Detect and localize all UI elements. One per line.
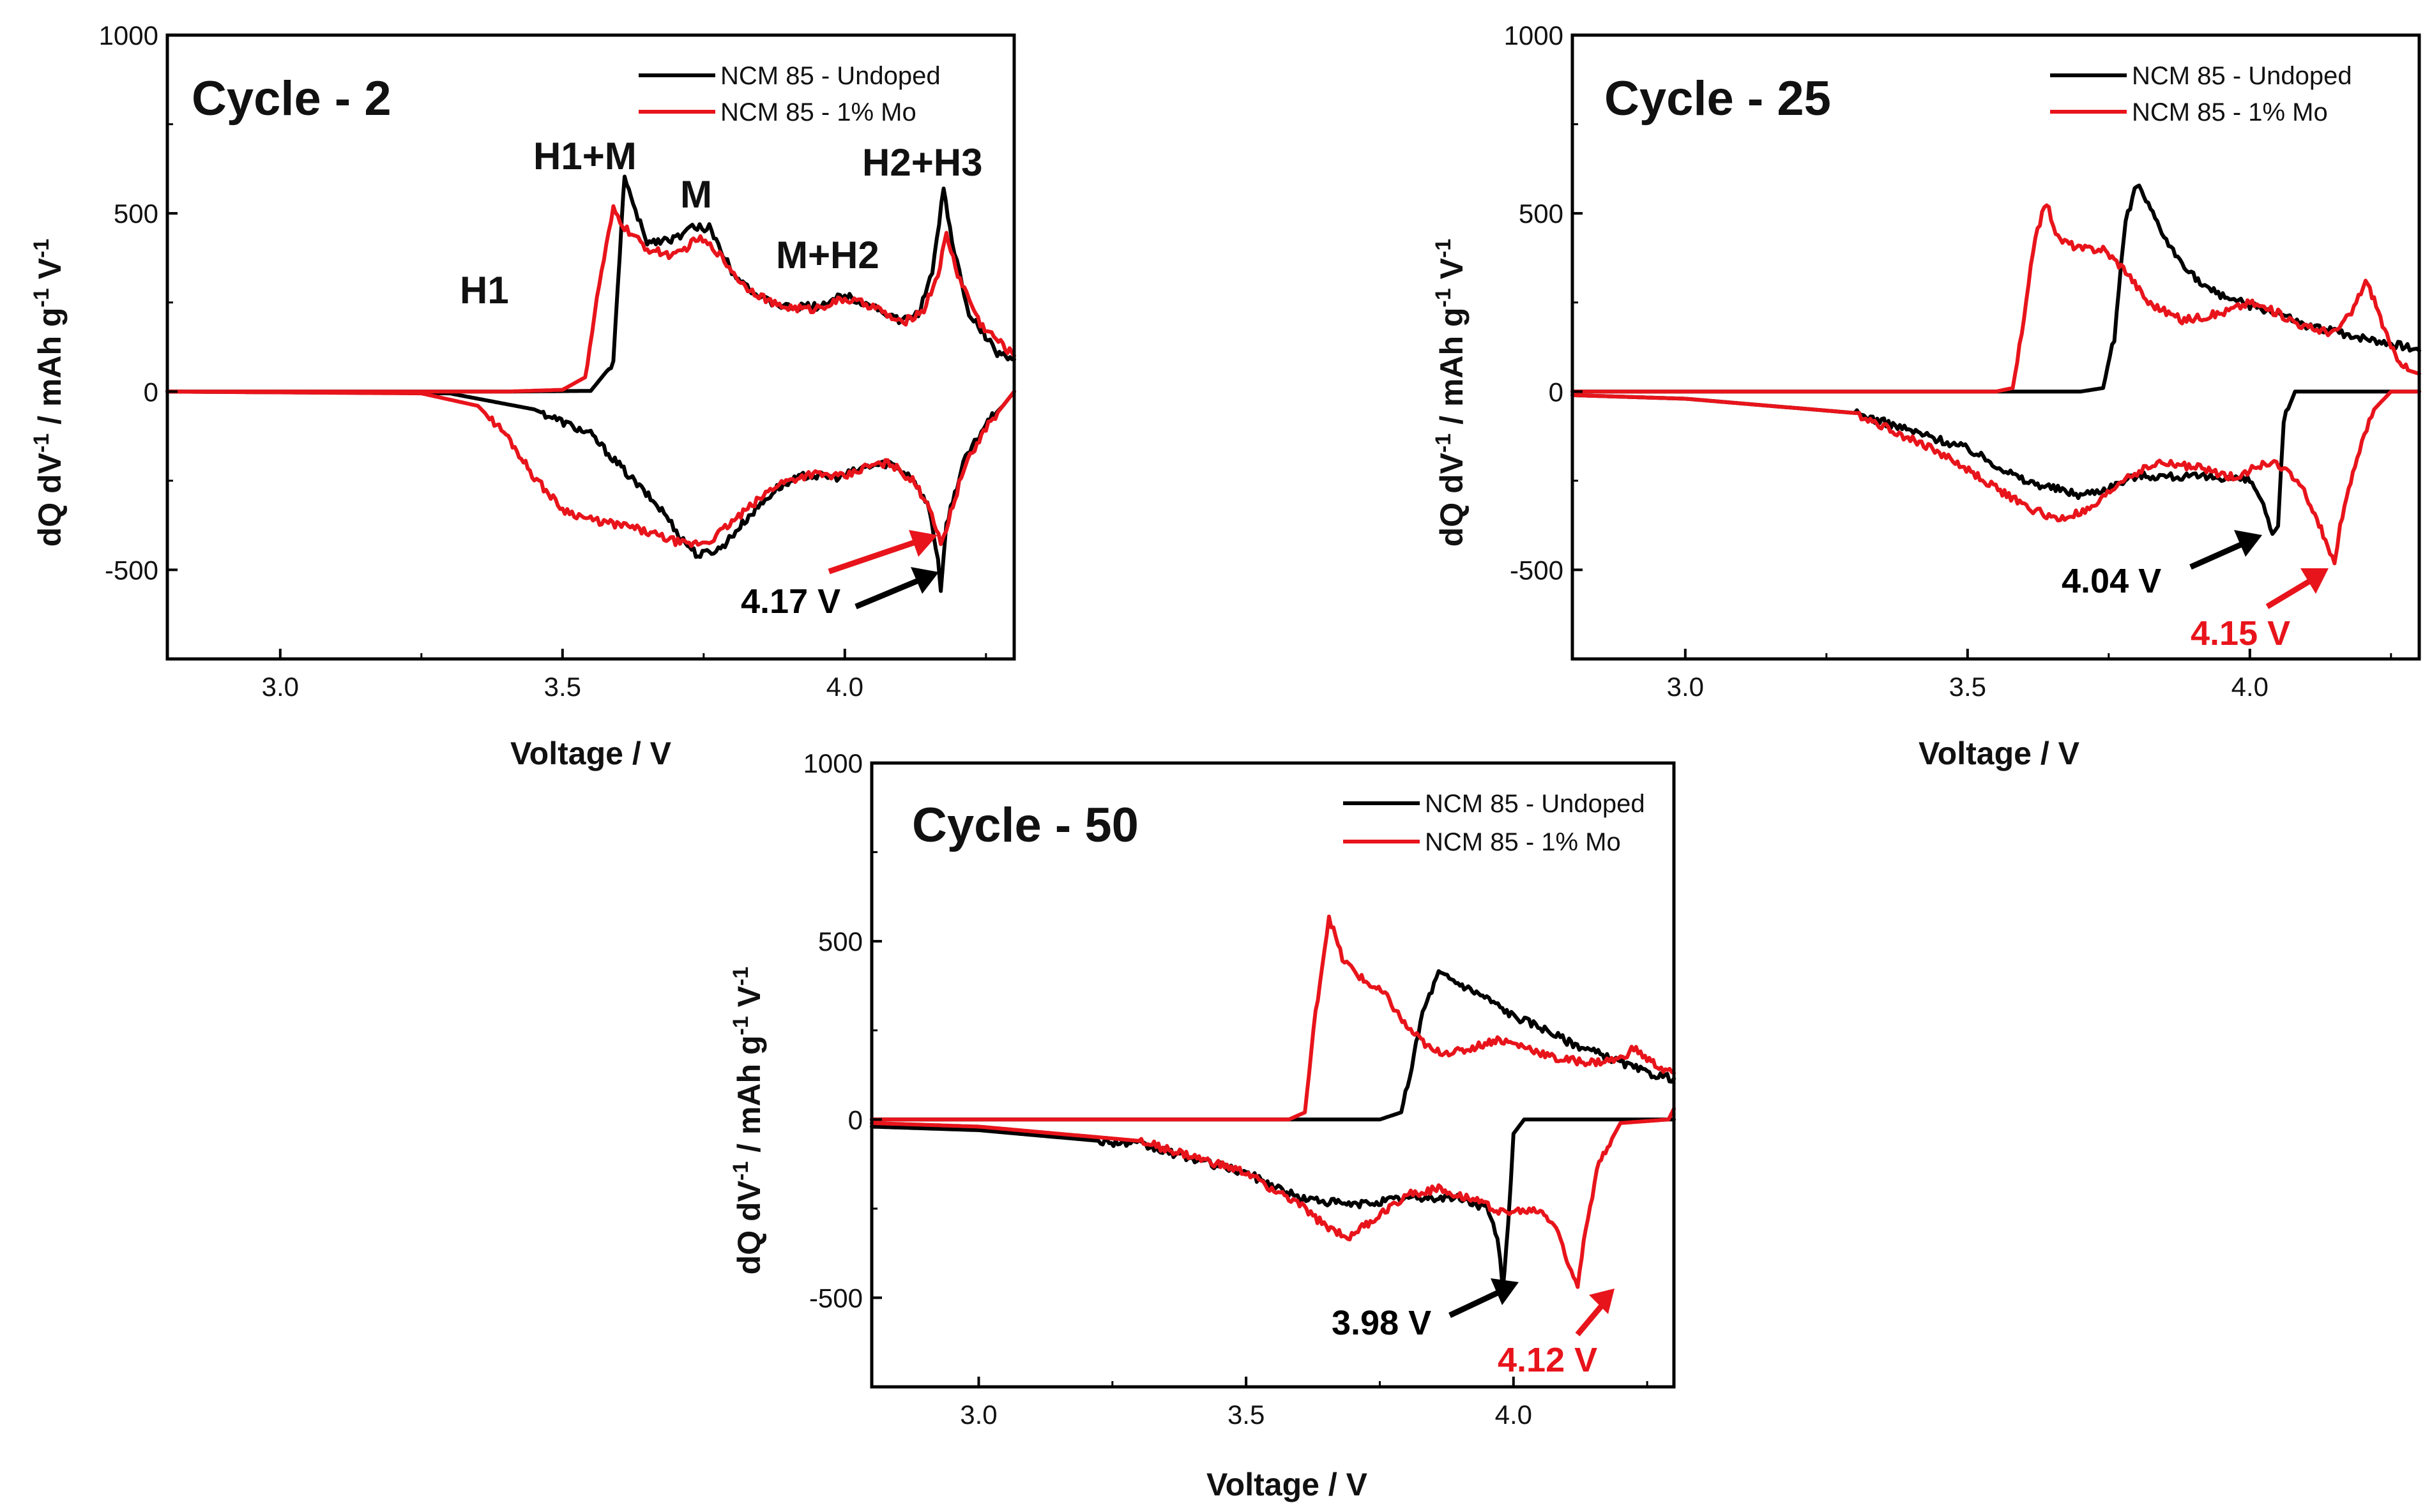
y-tick-label: -500 xyxy=(809,1283,863,1313)
legend-entry-doped: NCM 85 - 1% Mo xyxy=(1425,828,1621,856)
x-tick-label: 4.0 xyxy=(1495,1400,1532,1430)
series-line-doped-discharge xyxy=(1570,389,2421,566)
annotation-arrow-undoped xyxy=(2189,538,2249,570)
annotation-doped: 4.12 V xyxy=(1498,1289,1615,1379)
chart-panel-cycle-50: 3.0 3.5 4.0 -500 0 500 1000 Cycle - 50 NCM 85 … xyxy=(729,748,1676,1502)
y-tick-label: 500 xyxy=(114,199,158,229)
y-tick-label: 1000 xyxy=(1504,20,1563,50)
annotation-arrow-undoped xyxy=(1448,1287,1505,1319)
y-tick-label: 0 xyxy=(848,1105,863,1135)
annotation-arrow-doped xyxy=(828,536,924,575)
annotation-doped: 4.15 V xyxy=(2191,568,2329,653)
x-tick-label: 3.0 xyxy=(262,672,299,702)
annotation-arrow-doped xyxy=(2265,575,2317,609)
y-tick-label: 1000 xyxy=(803,748,863,778)
annotation-arrow-undoped xyxy=(855,575,926,610)
legend-entry-undoped: NCM 85 - Undoped xyxy=(720,62,941,90)
x-axis-title: Voltage / V xyxy=(510,736,672,771)
x-axis-title: Voltage / V xyxy=(1206,1467,1368,1502)
y-tick-label: -500 xyxy=(1510,555,1563,585)
y-axis-title: dQ dV-1 / mAh g-1 V-1 xyxy=(729,967,767,1274)
annotation-label-undoped: 4.17 V xyxy=(741,582,840,621)
annotation-doped xyxy=(828,530,938,575)
chart-panel-cycle-2: 3.0 3.5 4.0 -500 0 500 1000 Cycle - 2 NCM 85 -… xyxy=(29,20,1016,771)
x-axis-title: Voltage / V xyxy=(1919,736,2080,771)
annotation-arrow-doped xyxy=(1575,1301,1607,1336)
panel-title: Cycle - 2 xyxy=(192,72,391,126)
y-tick-label: 0 xyxy=(1549,377,1563,407)
panel-title: Cycle - 50 xyxy=(912,798,1139,852)
plot-frame xyxy=(165,33,1016,661)
legend: NCM 85 - Undoped NCM 85 - 1% Mo xyxy=(1343,790,1645,856)
chart-panel-cycle-25: 3.0 3.5 4.0 -500 0 500 1000 Cycle - 25 NCM 85 … xyxy=(1431,20,2421,771)
legend-entry-undoped: NCM 85 - Undoped xyxy=(2132,62,2352,90)
annotation-label-undoped: 3.98 V xyxy=(1332,1304,1431,1342)
y-tick-label: 0 xyxy=(144,377,158,407)
y-tick-label: 500 xyxy=(818,926,863,956)
y-tick-label: 1000 xyxy=(99,20,158,50)
panel-title: Cycle - 25 xyxy=(1604,72,1831,126)
phase-label-h1: H1 xyxy=(460,269,509,312)
series-line-doped-charge xyxy=(870,914,1676,1122)
y-axis-title: dQ dV-1 / mAh g-1 V-1 xyxy=(29,239,68,547)
x-tick-label: 4.0 xyxy=(2231,672,2269,702)
annotation-label-doped: 4.15 V xyxy=(2191,614,2290,653)
annotation-undoped: 4.17 V xyxy=(741,567,939,621)
series-line-doped-charge xyxy=(1570,203,2421,394)
x-tick-label: 3.5 xyxy=(544,672,581,702)
annotation-undoped: 4.04 V xyxy=(2062,530,2262,600)
x-tick-label: 4.0 xyxy=(826,672,863,702)
x-tick-label: 3.5 xyxy=(1949,672,1986,702)
y-tick-label: 500 xyxy=(1519,199,1563,229)
y-tick-label: -500 xyxy=(105,555,158,585)
series-line-doped-discharge xyxy=(870,1107,1676,1289)
x-tick-label: 3.0 xyxy=(1667,672,1704,702)
legend: NCM 85 - Undoped NCM 85 - 1% Mo xyxy=(639,62,941,126)
legend-entry-doped: NCM 85 - 1% Mo xyxy=(720,98,916,126)
legend-entry-doped: NCM 85 - 1% Mo xyxy=(2132,98,2328,126)
plot-frame xyxy=(1570,33,2421,661)
y-axis-title: dQ dV-1 / mAh g-1 V-1 xyxy=(1431,239,1470,547)
phase-label-h2-h3: H2+H3 xyxy=(862,141,982,184)
phase-label-m: M xyxy=(680,173,712,216)
phase-label-h1-m: H1+M xyxy=(533,135,637,178)
annotation-label-doped: 4.12 V xyxy=(1498,1341,1597,1379)
legend: NCM 85 - Undoped NCM 85 - 1% Mo xyxy=(2050,62,2352,126)
plot-frame xyxy=(870,761,1676,1389)
series-line-doped-discharge xyxy=(165,389,1016,548)
x-tick-label: 3.5 xyxy=(1227,1400,1265,1430)
annotation-undoped: 3.98 V xyxy=(1332,1278,1519,1342)
phase-label-m-h2: M+H2 xyxy=(776,234,879,276)
x-tick-label: 3.0 xyxy=(960,1400,997,1430)
annotation-label-undoped: 4.04 V xyxy=(2062,562,2161,600)
legend-entry-undoped: NCM 85 - Undoped xyxy=(1425,790,1645,818)
